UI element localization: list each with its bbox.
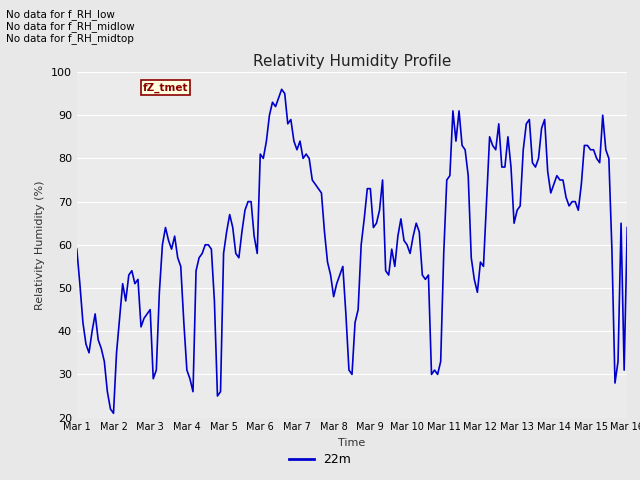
Legend: 22m: 22m xyxy=(284,448,356,471)
Text: fZ_tmet: fZ_tmet xyxy=(143,83,188,93)
Title: Relativity Humidity Profile: Relativity Humidity Profile xyxy=(253,54,451,70)
Text: No data for f_RH_midlow: No data for f_RH_midlow xyxy=(6,21,135,32)
Y-axis label: Relativity Humidity (%): Relativity Humidity (%) xyxy=(35,180,45,310)
Text: No data for f_RH_midtop: No data for f_RH_midtop xyxy=(6,33,134,44)
X-axis label: Time: Time xyxy=(339,438,365,448)
Text: No data for f_RH_low: No data for f_RH_low xyxy=(6,9,115,20)
